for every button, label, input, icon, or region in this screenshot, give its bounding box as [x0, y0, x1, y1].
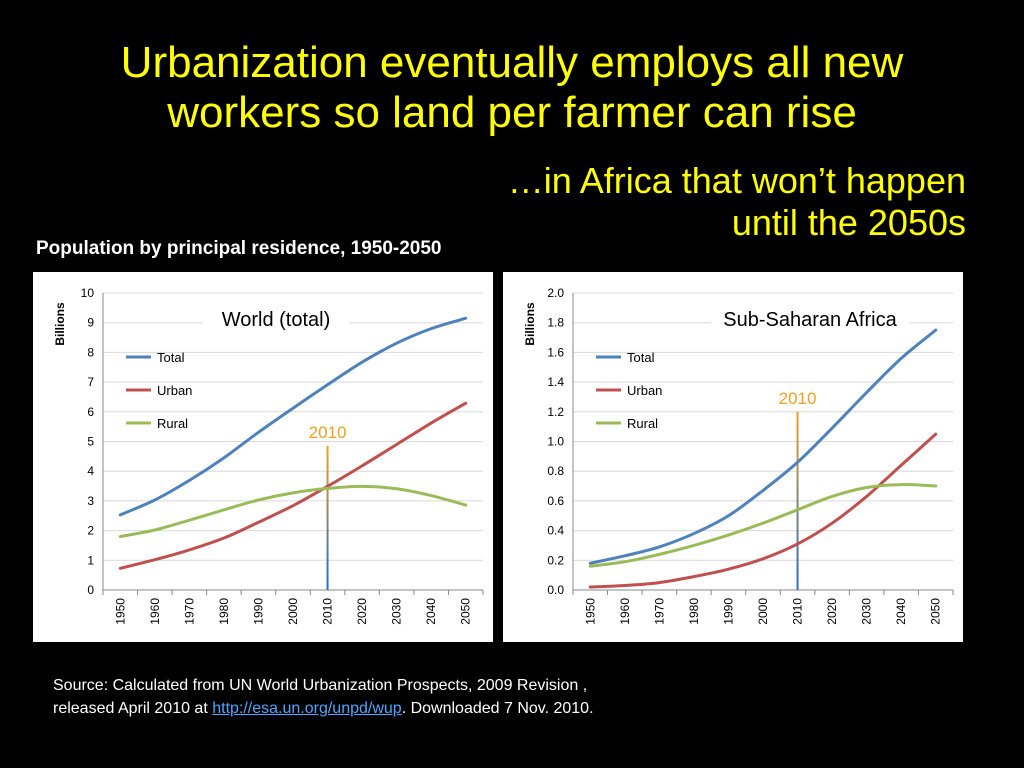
- slide-subtitle: …in Africa that won’t happen until the 2…: [366, 160, 966, 244]
- world-x-tick-label: 1980: [217, 598, 231, 625]
- ssa-chart: 0.0 0.2 0.4 0.6 0.8 1.0 1.2 1.4 1.6 1.8 2.0 1950 196…: [523, 286, 954, 625]
- world-x-tick-label: 2010: [321, 598, 335, 625]
- source-line-2: released April 2010 at http://esa.un.org…: [53, 697, 594, 720]
- world-series-rural-line: [118, 484, 468, 539]
- world-y-tick-label: 8: [87, 345, 94, 359]
- title-line-2: workers so land per farmer can rise: [167, 88, 857, 137]
- ssa-x-tick-label: 2030: [860, 598, 874, 625]
- ssa-y-tick-label: 2.0: [547, 286, 564, 300]
- ssa-x-tick-label: 2050: [929, 598, 943, 625]
- world-y-tick-label: 3: [87, 494, 94, 508]
- section-label: Population by principal residence, 1950-…: [36, 238, 442, 259]
- ssa-y-tick-label: 1.8: [547, 316, 564, 330]
- source-link[interactable]: http://esa.un.org/unpd/wup: [212, 700, 402, 717]
- ssa-x-tick-label: 1970: [652, 598, 666, 625]
- world-chart-panel: 0 1 2 3 4 5 6 7 8 9 10 1950 1960 1970 1980 1990 2000 2010…: [33, 272, 493, 642]
- world-annotation-label: 2010: [309, 423, 347, 442]
- slide-title: Urbanization eventually employs all new …: [0, 38, 1024, 138]
- ssa-y-tick-label: 0.2: [547, 553, 564, 567]
- world-y-tick-label: 0: [87, 583, 94, 597]
- world-y-tick-label: 6: [87, 405, 94, 419]
- ssa-legend-label-urban: Urban: [627, 383, 662, 398]
- world-y-tick-label: 5: [87, 435, 94, 449]
- ssa-legend-label-total: Total: [627, 350, 655, 365]
- world-legend-label-urban: Urban: [157, 383, 192, 398]
- ssa-y-axis-label: Billions: [523, 302, 537, 346]
- ssa-y-tick-label: 0.8: [547, 464, 564, 478]
- ssa-legend-label-rural: Rural: [627, 416, 658, 431]
- ssa-y-tick-label: 0.4: [547, 524, 564, 538]
- world-x-tick-label: 2020: [355, 598, 369, 625]
- ssa-chart-panel: 0.0 0.2 0.4 0.6 0.8 1.0 1.2 1.4 1.6 1.8 2.0 1950 196…: [503, 272, 963, 642]
- source-line-1: Source: Calculated from UN World Urbaniz…: [53, 677, 588, 694]
- world-annotation-line: [326, 445, 329, 590]
- ssa-series-rural-line: [588, 483, 938, 568]
- ssa-title-bg: [711, 307, 909, 333]
- world-legend-label-total: Total: [157, 350, 185, 365]
- world-x-tick-label: 2040: [424, 598, 438, 625]
- ssa-series-urban-line: [588, 432, 938, 589]
- ssa-y-tick-label: 1.2: [547, 405, 564, 419]
- subtitle-line-1: …in Africa that won’t happen: [507, 160, 966, 201]
- world-legend-label-rural: Rural: [157, 416, 188, 431]
- ssa-x-tick-label: 1990: [721, 598, 735, 625]
- ssa-x-tick-label: 1950: [583, 598, 597, 625]
- subtitle-line-2: until the 2050s: [731, 202, 966, 243]
- world-y-tick-label: 9: [87, 316, 94, 330]
- ssa-x-tick-label: 2010: [791, 598, 805, 625]
- ssa-y-tick-label: 0.0: [547, 583, 564, 597]
- world-y-tick-label: 10: [81, 286, 95, 300]
- ssa-chart-title: Sub-Saharan Africa: [723, 309, 897, 331]
- world-y-tick-label: 2: [87, 524, 94, 538]
- world-series-urban-line: [118, 401, 468, 570]
- world-series-total-line: [118, 316, 468, 517]
- ssa-y-tick-label: 1.0: [547, 435, 564, 449]
- world-chart: 0 1 2 3 4 5 6 7 8 9 10 1950 1960 1970 1980 1990 2000 2010…: [53, 286, 484, 625]
- world-x-tick-label: 2030: [390, 598, 404, 625]
- world-x-tick-label: 1990: [251, 598, 265, 625]
- world-y-tick-label: 4: [87, 464, 94, 478]
- world-x-tick-label: 2000: [286, 598, 300, 625]
- world-x-tick-label: 1950: [113, 598, 127, 625]
- source-suffix: . Downloaded 7 Nov. 2010.: [401, 700, 594, 717]
- world-x-tick-label: 2050: [459, 598, 473, 625]
- ssa-y-tick-label: 1.6: [547, 345, 564, 359]
- world-y-tick-label: 7: [87, 375, 94, 389]
- world-x-tick-label: 1960: [148, 598, 162, 625]
- title-line-1: Urbanization eventually employs all new: [120, 38, 904, 87]
- world-y-axis-label: Billions: [53, 302, 67, 346]
- ssa-x-tick-label: 2040: [894, 598, 908, 625]
- ssa-x-tick-label: 2020: [825, 598, 839, 625]
- ssa-annotation-line: [796, 411, 799, 590]
- world-x-tick-label: 1970: [182, 598, 196, 625]
- world-y-tick-label: 1: [87, 553, 94, 567]
- source-note: Source: Calculated from UN World Urbaniz…: [53, 674, 594, 720]
- ssa-y-tick-label: 1.4: [547, 375, 564, 389]
- ssa-y-tick-label: 0.6: [547, 494, 564, 508]
- world-title-bg: [202, 307, 350, 333]
- world-chart-title: World (total): [222, 309, 331, 331]
- ssa-x-tick-label: 1980: [687, 598, 701, 625]
- source-prefix: released April 2010 at: [53, 700, 213, 717]
- ssa-x-tick-label: 1960: [618, 598, 632, 625]
- ssa-series-total-line: [588, 328, 938, 565]
- ssa-x-tick-label: 2000: [756, 598, 770, 625]
- ssa-annotation-label: 2010: [779, 389, 817, 408]
